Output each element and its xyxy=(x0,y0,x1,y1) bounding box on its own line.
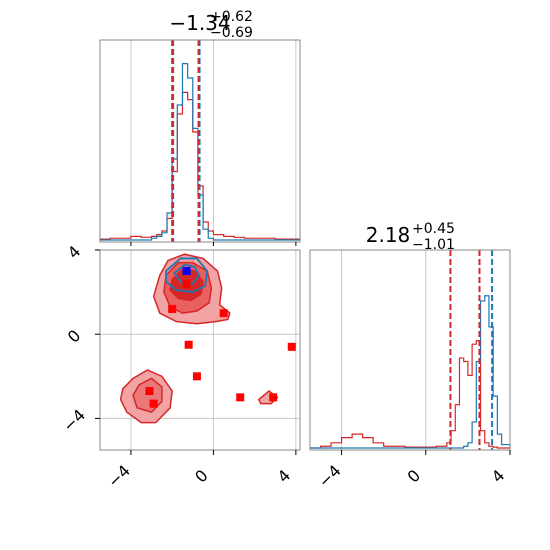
title-param1-sup: +0.62 xyxy=(210,9,253,25)
red-marker xyxy=(145,387,154,396)
red-marker xyxy=(149,399,158,408)
hist-param1-red-series xyxy=(99,91,301,240)
tick-label: −4 xyxy=(104,461,134,491)
hist-param2-red-series xyxy=(310,340,510,449)
tick-label: −4 xyxy=(59,405,89,435)
red-marker xyxy=(236,393,245,402)
tick-label: 0 xyxy=(191,466,212,487)
blue-marker xyxy=(182,267,191,276)
blue-contour-inner xyxy=(172,263,201,285)
blue-contour-outer xyxy=(165,257,209,294)
title-param1: −1.34 xyxy=(169,11,230,35)
tick-label: 0 xyxy=(64,326,85,347)
red-marker xyxy=(269,393,278,402)
panel-frame xyxy=(309,249,511,451)
title-param2-sub: −1.01 xyxy=(412,237,455,253)
title-param2-main: 2.18 xyxy=(366,223,411,247)
tick-label: 4 xyxy=(488,466,509,487)
tick-label: 4 xyxy=(274,466,295,487)
title-param2-sup: +0.45 xyxy=(412,221,455,237)
hist-param2-panel: −4 0 4 xyxy=(309,249,511,491)
hist-param1-blue-series xyxy=(100,63,300,241)
panel-frame xyxy=(99,39,301,243)
tick-label: 0 xyxy=(404,466,425,487)
tick-label: 4 xyxy=(64,242,85,263)
red-marker xyxy=(219,309,228,318)
tick-label: −4 xyxy=(315,461,345,491)
panel-frame xyxy=(99,249,301,451)
title-param1-main: −1.34 xyxy=(169,11,230,35)
hist-param1-panel xyxy=(99,39,301,246)
red-marker xyxy=(182,279,191,288)
red-marker xyxy=(192,372,201,381)
title-param2: 2.18 xyxy=(366,223,411,247)
title-param1-sub: −0.69 xyxy=(210,25,253,41)
hist-param2-blue-series xyxy=(310,295,511,449)
red-marker xyxy=(287,342,296,351)
red-marker xyxy=(184,340,193,349)
joint-panel: −4 0 4 −4 0 4 xyxy=(59,242,301,491)
red-marker xyxy=(168,304,177,313)
